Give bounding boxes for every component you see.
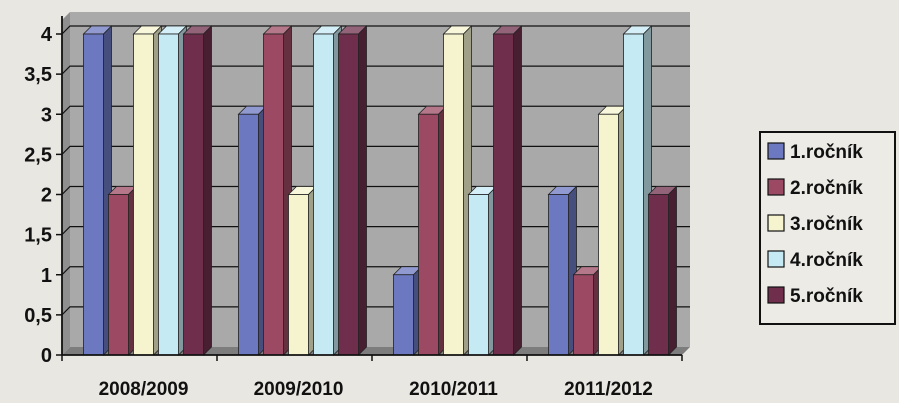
x-tick-label: 2011/2012 (564, 379, 653, 400)
axes (61, 16, 683, 361)
bar (312, 25, 343, 356)
legend-item: 1.ročník (767, 142, 863, 163)
bar (647, 185, 678, 356)
legend-item: 5.ročník (767, 286, 863, 307)
gridline (61, 145, 690, 155)
legend-swatch (767, 250, 785, 268)
plot-side-wall (62, 12, 70, 355)
y-tick-label: 1,5 (24, 225, 52, 247)
bar (622, 25, 653, 356)
legend-item: 3.ročník (767, 214, 863, 235)
y-tick-label: 2,5 (24, 144, 52, 166)
legend-label: 1.ročník (790, 142, 863, 163)
bar (337, 25, 368, 356)
legend-item: 2.ročník (767, 178, 863, 199)
bar (467, 185, 498, 356)
bar (82, 25, 113, 356)
x-tick-labels: 2008/2009 2009/2010 2010/2011 2011/2012 (99, 379, 653, 400)
y-tick-label: 0,5 (24, 305, 52, 327)
x-tick-label: 2009/2010 (254, 379, 344, 400)
bar (182, 25, 213, 356)
legend-swatch (767, 142, 785, 160)
y-tick-label: 2 (41, 185, 52, 207)
bar (107, 185, 138, 356)
legend-swatch (767, 214, 785, 232)
bar (492, 25, 523, 356)
gridline (61, 65, 690, 75)
legend-item: 4.ročník (767, 250, 863, 271)
legend-swatch (767, 286, 785, 304)
bars (82, 25, 678, 356)
bar (597, 105, 628, 356)
bar (157, 25, 188, 356)
x-tick-label: 2008/2009 (99, 379, 189, 400)
y-tick-label: 4 (41, 24, 53, 46)
legend-label: 4.ročník (790, 250, 863, 271)
legend-label: 5.ročník (790, 286, 863, 307)
plot-floor (62, 347, 690, 355)
bar (262, 25, 293, 356)
y-tick-labels: 0 0,5 1 1,5 2 2,5 3 3,5 4 (24, 24, 53, 367)
y-tick-label: 3,5 (24, 64, 52, 86)
bar (132, 25, 163, 356)
gridline (61, 25, 690, 35)
x-tick-label: 2010/2011 (409, 379, 498, 400)
y-tick-label: 1 (41, 265, 52, 287)
legend-label: 3.ročník (790, 214, 863, 235)
bar (237, 105, 268, 356)
y-tick-label: 3 (41, 104, 52, 126)
bar (547, 185, 578, 356)
legend: 1.ročník 2.ročník 3.ročník 4.ročník 5.ročník (759, 131, 896, 325)
bar (287, 185, 318, 356)
legend-swatch (767, 178, 785, 196)
bar (392, 265, 423, 356)
bar (572, 265, 603, 356)
legend-label: 2.ročník (790, 178, 863, 199)
gridline (61, 105, 690, 115)
bar (417, 105, 448, 356)
y-tick-label: 0 (41, 345, 52, 367)
bar (442, 25, 473, 356)
